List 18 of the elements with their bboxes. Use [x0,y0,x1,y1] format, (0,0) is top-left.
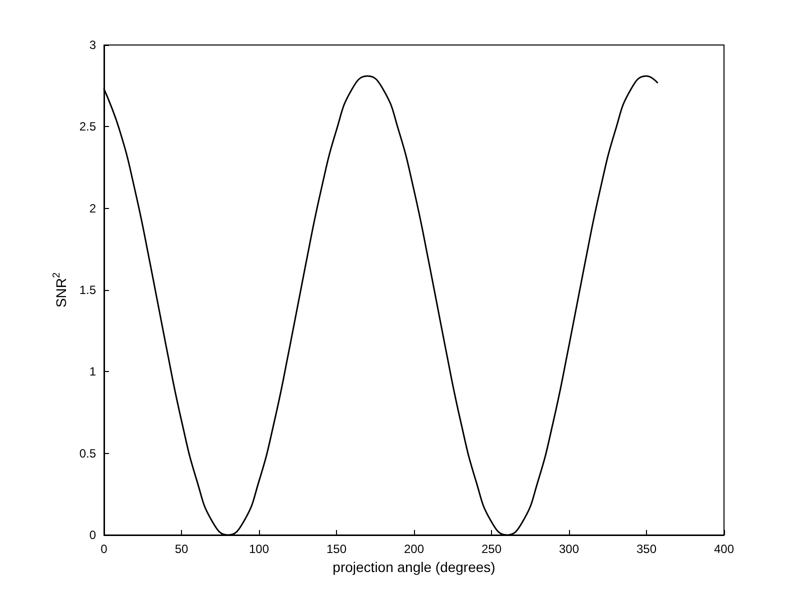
y-tick-label: 3 [89,38,96,52]
x-tick-label: 0 [100,542,108,556]
x-tick-label: 350 [636,542,657,556]
x-tick-label: 200 [404,542,424,556]
x-axis-title: projection angle (degrees) [332,558,496,575]
x-tick-label: 400 [714,542,734,556]
y-tick-label: 0.5 [79,446,96,460]
y-tick-label: 2 [89,201,96,216]
y-tick-label: 1.5 [79,283,96,297]
x-tick-label: 50 [174,542,188,556]
y-tick-label: 1 [89,364,96,379]
y-tick-label: 0 [89,528,96,542]
x-tick-label: 150 [326,542,347,556]
x-tick-label: 250 [481,542,502,556]
y-tick-label: 2.5 [79,120,96,134]
x-tick-label: 300 [558,542,580,556]
x-tick-label: 100 [248,542,270,556]
y-axis-title: SNR2 [52,272,69,308]
